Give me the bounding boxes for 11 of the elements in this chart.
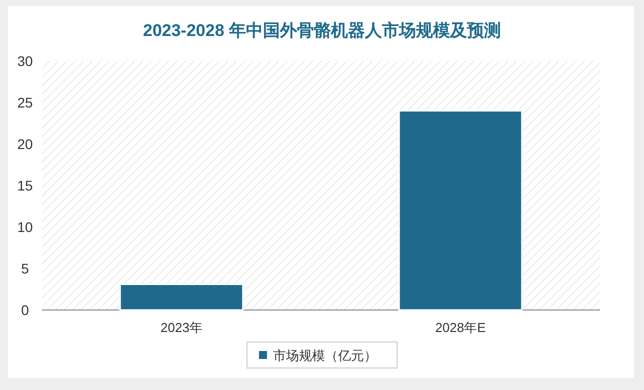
legend-label: 市场规模（亿元） [273,348,377,363]
y-tick-label: 10 [17,219,33,235]
chart-title: 2023-2028 年中国外骨骼机器人市场规模及预测 [142,21,502,40]
y-tick-label: 30 [17,53,33,69]
y-tick-label: 25 [17,94,33,110]
x-tick-label: 2028年E [435,320,486,335]
y-tick-label: 15 [17,178,33,194]
y-tick-label: 5 [21,260,30,276]
x-tick-label: 2023年 [160,320,202,335]
y-tick-label: 20 [17,136,33,152]
y-tick-label: 0 [21,302,30,318]
